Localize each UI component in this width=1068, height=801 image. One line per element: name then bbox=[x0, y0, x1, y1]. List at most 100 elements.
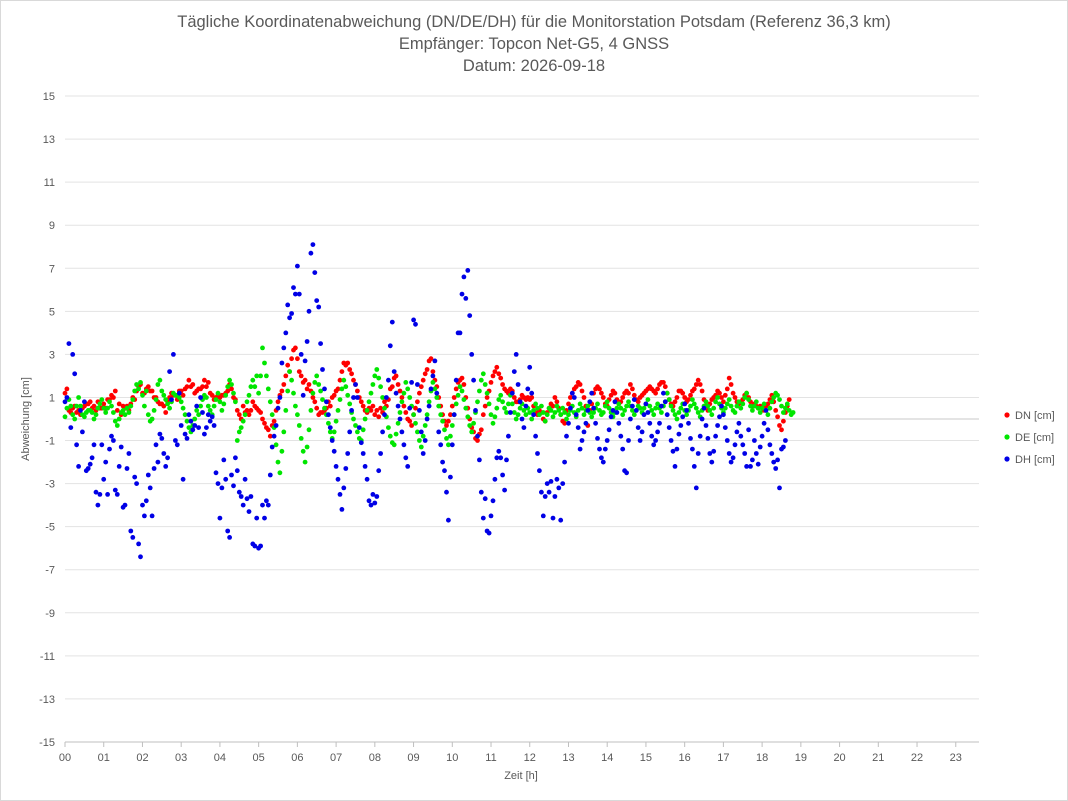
data-point bbox=[345, 360, 351, 366]
data-point bbox=[184, 436, 190, 441]
data-point bbox=[306, 308, 312, 314]
data-point bbox=[184, 418, 190, 424]
data-point bbox=[600, 410, 606, 415]
data-point bbox=[480, 515, 486, 521]
data-point bbox=[387, 343, 393, 349]
data-point bbox=[403, 380, 409, 385]
data-point bbox=[219, 485, 225, 491]
grid-lines bbox=[64, 95, 979, 747]
data-point bbox=[331, 429, 337, 435]
data-point bbox=[244, 496, 250, 502]
data-point bbox=[240, 403, 246, 409]
data-point bbox=[417, 390, 422, 396]
data-point bbox=[628, 382, 633, 387]
data-point bbox=[326, 412, 331, 418]
data-point bbox=[529, 390, 535, 396]
data-point bbox=[577, 401, 583, 407]
data-point bbox=[738, 433, 744, 439]
data-point bbox=[304, 339, 310, 344]
data-point bbox=[432, 358, 438, 364]
data-point bbox=[490, 420, 496, 426]
data-point bbox=[641, 405, 647, 411]
data-point bbox=[761, 420, 767, 426]
data-point bbox=[554, 476, 560, 482]
data-point bbox=[417, 438, 422, 443]
data-point bbox=[508, 410, 513, 415]
data-point bbox=[606, 405, 612, 411]
data-point bbox=[753, 399, 759, 405]
data-point bbox=[242, 412, 248, 418]
data-point bbox=[171, 352, 176, 357]
data-point bbox=[153, 442, 159, 448]
data-point bbox=[142, 403, 147, 409]
data-point bbox=[372, 373, 378, 379]
data-point bbox=[82, 399, 87, 405]
data-point bbox=[597, 446, 602, 452]
data-point bbox=[730, 455, 736, 461]
data-point bbox=[539, 489, 544, 495]
data-point bbox=[490, 498, 496, 504]
data-point bbox=[285, 388, 291, 394]
data-point bbox=[93, 412, 99, 418]
data-point bbox=[107, 399, 112, 405]
data-point bbox=[672, 412, 678, 418]
data-point bbox=[504, 457, 509, 463]
data-point bbox=[424, 412, 430, 418]
data-point bbox=[353, 423, 358, 428]
data-point bbox=[358, 440, 364, 446]
data-point bbox=[382, 399, 387, 405]
data-point bbox=[246, 392, 252, 398]
data-point bbox=[174, 442, 180, 448]
data-point bbox=[593, 420, 598, 426]
data-point bbox=[204, 384, 209, 390]
data-point bbox=[99, 442, 105, 448]
data-point bbox=[482, 403, 488, 409]
data-point bbox=[488, 380, 494, 385]
data-point bbox=[279, 388, 285, 394]
data-point bbox=[742, 451, 748, 456]
data-point bbox=[752, 403, 757, 409]
data-point bbox=[355, 429, 360, 435]
data-point bbox=[391, 369, 397, 374]
data-point bbox=[697, 433, 703, 439]
data-point bbox=[418, 384, 424, 390]
data-point bbox=[76, 464, 81, 469]
data-point bbox=[233, 455, 238, 461]
data-point bbox=[111, 395, 116, 400]
data-point bbox=[298, 436, 304, 441]
data-point bbox=[293, 291, 298, 297]
data-point bbox=[564, 433, 569, 439]
data-point bbox=[453, 377, 459, 383]
data-point bbox=[461, 382, 467, 387]
data-point bbox=[444, 436, 449, 441]
data-point bbox=[273, 442, 279, 448]
data-point bbox=[775, 457, 780, 463]
data-point bbox=[535, 451, 540, 456]
data-point bbox=[635, 399, 641, 405]
data-point bbox=[327, 425, 333, 430]
y-tick-label: 13 bbox=[43, 134, 55, 146]
data-point bbox=[753, 451, 759, 456]
y-tick-label: 7 bbox=[49, 263, 55, 275]
data-point bbox=[467, 423, 473, 428]
data-point bbox=[537, 468, 542, 474]
data-point bbox=[608, 392, 614, 398]
data-point bbox=[291, 285, 296, 290]
data-point bbox=[116, 401, 122, 407]
data-point bbox=[542, 418, 548, 424]
data-point bbox=[676, 410, 682, 415]
data-point bbox=[540, 410, 546, 415]
data-point bbox=[74, 403, 79, 409]
data-point bbox=[246, 412, 252, 418]
data-point bbox=[180, 405, 186, 411]
data-point bbox=[695, 410, 701, 415]
data-point bbox=[198, 403, 204, 409]
data-point bbox=[163, 397, 169, 402]
data-point bbox=[349, 371, 354, 377]
data-point bbox=[124, 405, 130, 411]
data-point bbox=[207, 408, 213, 413]
data-point bbox=[267, 399, 273, 405]
data-point bbox=[449, 423, 455, 428]
data-point bbox=[157, 431, 163, 437]
data-point bbox=[258, 543, 263, 549]
